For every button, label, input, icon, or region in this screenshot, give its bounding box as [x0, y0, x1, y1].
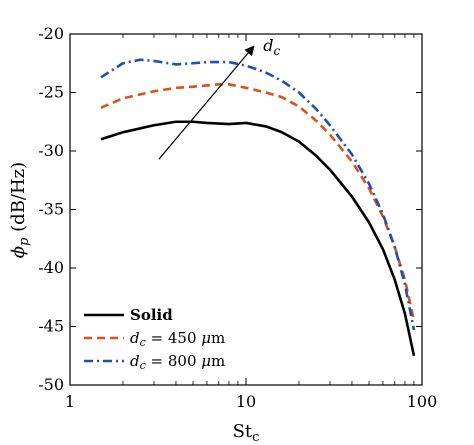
x-tick-label: 10: [236, 392, 256, 411]
series-line-800: [100, 58, 416, 331]
legend-label-450: dc = 450 μm: [130, 329, 225, 349]
y-tick-label: -25: [38, 83, 64, 102]
y-tick-label: -35: [38, 200, 64, 219]
axis-ticks: -50 -45 -40 -35 -30 -25 -20 1 10 100: [38, 24, 437, 411]
series-line-450: [100, 83, 416, 321]
legend: Solid dc = 450 μm dc = 800 μm: [84, 306, 225, 372]
x-tick-label: 100: [407, 392, 438, 411]
y-tick-label: -40: [38, 258, 64, 277]
series-layer: [100, 58, 416, 357]
y-tick-label: -30: [38, 141, 64, 160]
y-axis-label: ϕp (dB/Hz): [8, 162, 32, 258]
y-tick-label: -50: [38, 375, 64, 394]
x-tick-label: 1: [65, 392, 75, 411]
annotation-label: dc: [263, 36, 280, 58]
legend-label-800: dc = 800 μm: [130, 352, 225, 372]
annotation-layer: dc: [158, 36, 281, 160]
y-tick-label: -20: [38, 24, 64, 43]
annotation-arrow: [158, 45, 255, 160]
legend-label-solid: Solid: [130, 306, 173, 324]
series-line-solid: [100, 120, 416, 357]
y-tick-label: -45: [38, 317, 64, 336]
x-axis-label: Stc: [233, 421, 260, 445]
